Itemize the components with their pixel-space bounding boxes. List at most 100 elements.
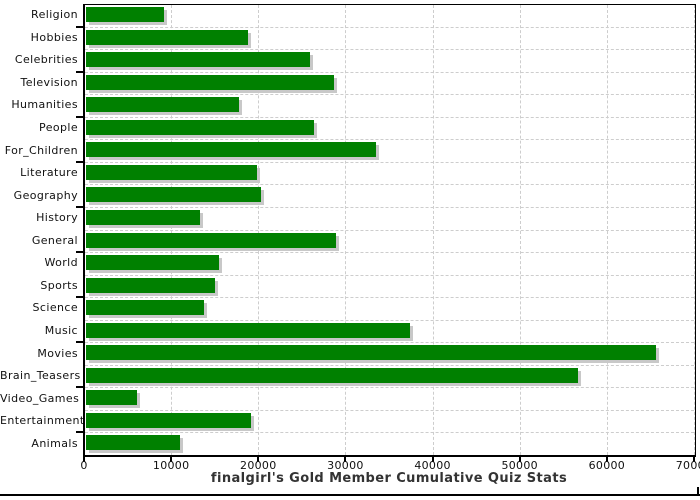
horizontal-gridline	[85, 409, 694, 411]
category-label: Hobbies	[30, 30, 78, 44]
horizontal-gridline	[85, 184, 694, 186]
horizontal-gridline	[85, 49, 694, 51]
x-axis-tick-label: 40000	[414, 459, 451, 472]
category-label: Science	[32, 301, 78, 315]
bar	[86, 435, 181, 451]
bar	[86, 7, 165, 22]
category-label: Literature	[20, 166, 78, 180]
y-axis-tick	[76, 160, 84, 163]
y-axis-tick	[76, 296, 84, 299]
x-axis-tick	[257, 457, 260, 462]
x-axis-tick-label: 10000	[152, 459, 190, 472]
x-axis-tick	[605, 457, 608, 462]
bar	[86, 390, 137, 406]
x-axis-tick-label: 20000	[240, 459, 277, 472]
y-axis-tick	[76, 386, 84, 389]
bar	[86, 187, 262, 203]
horizontal-gridline	[85, 387, 694, 389]
x-axis-tick	[431, 457, 434, 462]
bar	[86, 52, 310, 68]
bar	[86, 322, 411, 338]
category-label: Entertainment	[0, 414, 85, 428]
category-label: Humanities	[11, 98, 78, 112]
vertical-gridline	[258, 5, 260, 455]
x-axis-tick	[518, 457, 521, 462]
x-axis-tick	[83, 457, 85, 462]
vertical-gridline	[345, 5, 347, 455]
x-axis-tick-label: 50000	[501, 459, 538, 472]
category-label: For_Children	[4, 143, 78, 157]
bar	[86, 367, 579, 383]
horizontal-gridline	[85, 161, 694, 163]
category-label: Geography	[13, 188, 78, 202]
category-label: Brain_Teasers	[0, 369, 81, 383]
horizontal-gridline	[85, 274, 694, 276]
bar	[86, 277, 215, 293]
bar	[86, 345, 656, 361]
plot-border-top	[84, 4, 696, 5]
horizontal-gridline	[85, 297, 694, 299]
chart-title: finalgirl's Gold Member Cumulative Quiz …	[210, 471, 568, 486]
horizontal-gridline	[85, 364, 694, 366]
category-label: Animals	[31, 436, 78, 450]
horizontal-gridline	[85, 71, 694, 73]
vertical-gridline	[432, 5, 434, 455]
horizontal-gridline	[85, 432, 694, 434]
category-label: Television	[20, 75, 78, 89]
horizontal-gridline	[85, 342, 694, 344]
category-label: People	[39, 121, 78, 135]
vertical-gridline	[694, 5, 695, 455]
bar	[86, 74, 335, 90]
category-label: Sports	[40, 278, 78, 292]
category-label: Music	[44, 323, 78, 337]
horizontal-gridline	[85, 94, 694, 96]
bar	[86, 97, 240, 113]
bar	[86, 209, 201, 225]
y-axis-tick	[76, 431, 84, 434]
horizontal-gridline	[85, 319, 694, 321]
horizontal-gridline	[85, 139, 694, 141]
category-label: World	[44, 256, 78, 270]
category-label: Religion	[31, 8, 78, 22]
horizontal-gridline	[85, 26, 694, 28]
vertical-gridline	[171, 5, 173, 455]
bar	[86, 29, 249, 45]
y-axis-tick	[76, 70, 84, 73]
bar	[86, 119, 315, 135]
y-axis-tick	[76, 341, 84, 344]
bar	[86, 300, 204, 316]
bar	[86, 255, 220, 271]
horizontal-gridline	[85, 229, 694, 231]
y-axis-tick	[76, 25, 84, 28]
x-axis-tick-label: 70000	[675, 459, 700, 472]
category-label: History	[36, 211, 78, 225]
window-corner-border	[697, 487, 699, 496]
horizontal-gridline	[85, 206, 694, 208]
bar	[86, 142, 377, 158]
category-label: General	[31, 233, 78, 247]
bar	[86, 164, 257, 180]
category-label: Movies	[37, 346, 78, 360]
x-axis-tick-label: 30000	[327, 459, 364, 472]
y-axis-tick	[76, 205, 84, 208]
horizontal-gridline	[85, 116, 694, 118]
category-label: Celebrities	[14, 53, 78, 67]
y-axis-line	[83, 4, 85, 457]
y-axis-tick	[76, 251, 84, 254]
x-axis-tick	[344, 457, 347, 462]
x-axis-tick-label: 0	[80, 459, 88, 472]
bar	[86, 412, 251, 428]
category-label: Video_Games	[0, 391, 80, 405]
vertical-gridline	[519, 5, 521, 455]
horizontal-gridline	[85, 252, 694, 254]
bar	[86, 232, 337, 248]
vertical-gridline	[606, 5, 608, 455]
y-axis-tick	[76, 115, 84, 118]
x-axis-tick	[693, 457, 695, 462]
plot-border-right	[695, 4, 696, 457]
x-axis-tick-label: 60000	[588, 459, 626, 472]
x-axis-line	[83, 455, 696, 457]
x-axis-tick	[170, 457, 173, 462]
window-bottom-border	[0, 494, 700, 496]
